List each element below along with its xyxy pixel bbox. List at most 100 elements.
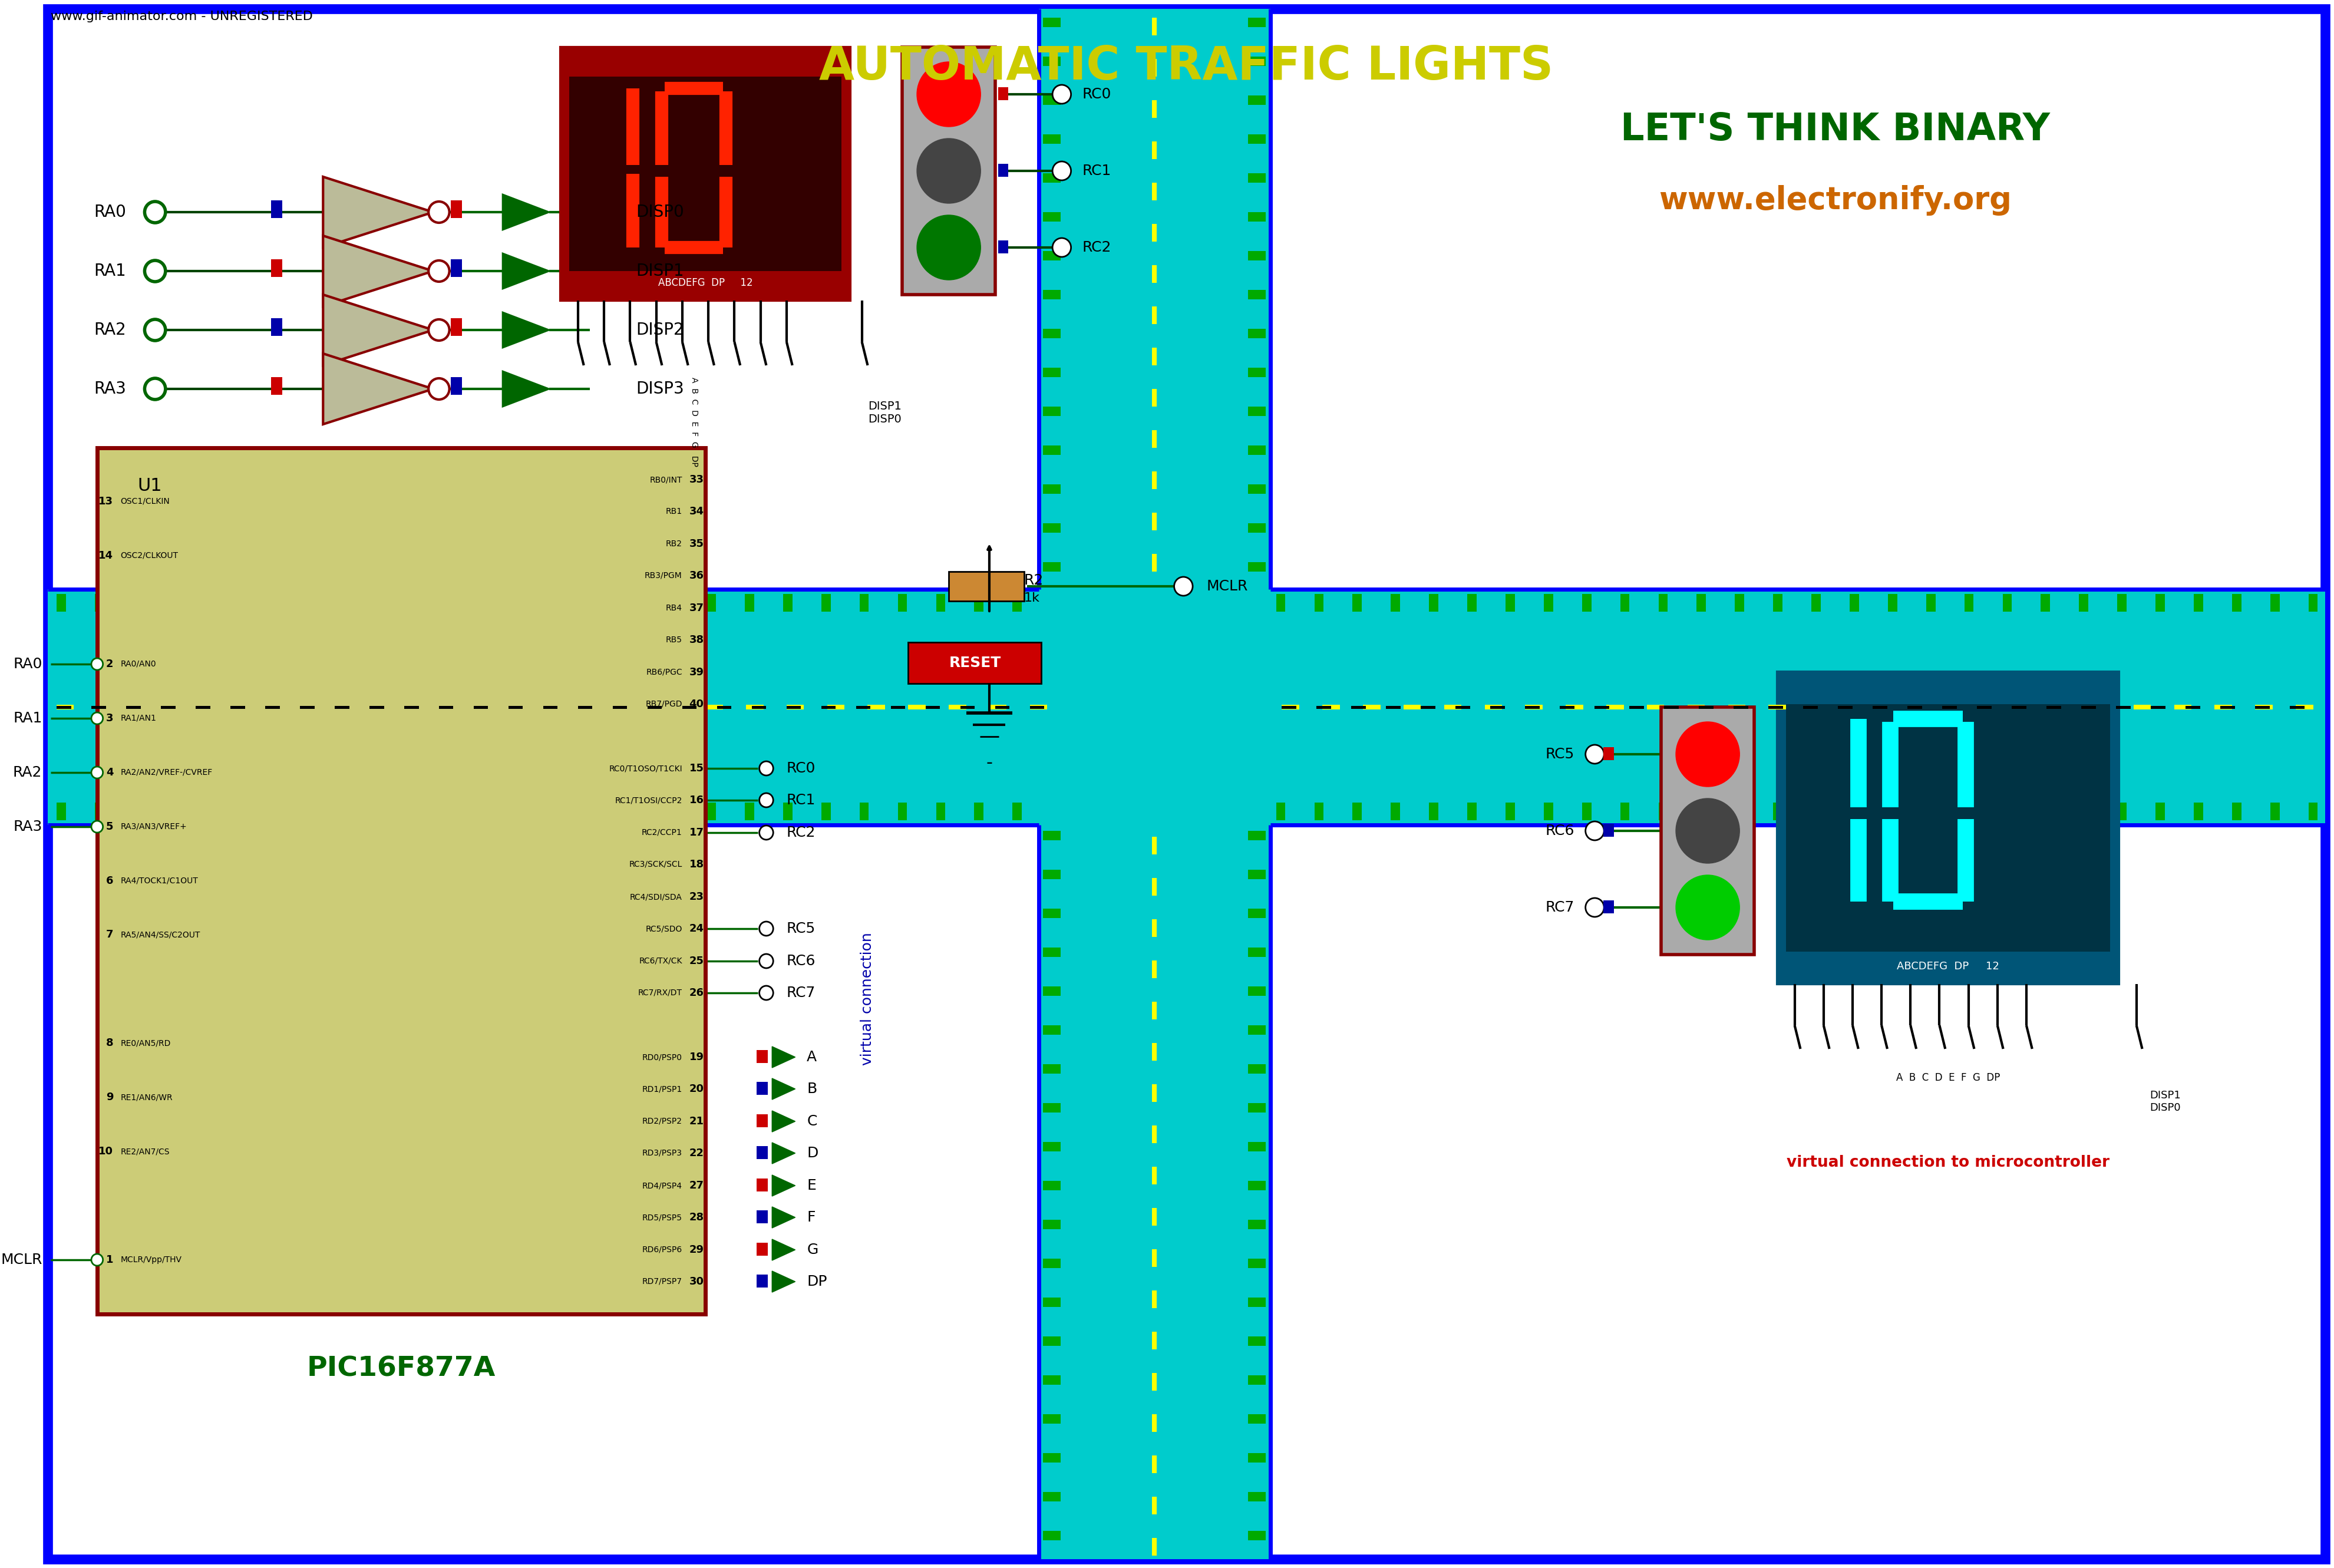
Bar	[1043, 1259, 1060, 1269]
Bar	[1428, 594, 1438, 612]
Text: RA5/AN4/SS/C2OUT: RA5/AN4/SS/C2OUT	[121, 930, 201, 939]
Text: RC7/RX/DT: RC7/RX/DT	[637, 989, 682, 997]
Bar	[299, 706, 315, 709]
Text: RA1/AN1: RA1/AN1	[121, 713, 156, 723]
Text: 24: 24	[689, 924, 705, 935]
Bar	[56, 803, 65, 820]
Bar	[1043, 135, 1060, 144]
Bar	[1888, 803, 1898, 820]
Bar	[1153, 224, 1158, 241]
Bar	[899, 594, 908, 612]
Bar	[1468, 803, 1477, 820]
Bar	[1043, 96, 1060, 105]
Bar	[784, 803, 791, 820]
Circle shape	[1053, 85, 1071, 103]
Bar	[1249, 1142, 1265, 1151]
Text: A  B  C  D  E  F  G  DP: A B C D E F G DP	[1895, 1073, 2000, 1083]
Bar	[1043, 986, 1060, 996]
Bar	[1363, 704, 1379, 709]
Text: RC0/T1OSO/T1CKI: RC0/T1OSO/T1CKI	[609, 764, 682, 773]
Text: MCLR: MCLR	[1207, 579, 1249, 593]
Bar	[1043, 1454, 1060, 1463]
Bar	[1786, 704, 2110, 952]
Bar	[324, 594, 334, 612]
Bar	[999, 163, 1008, 177]
Bar	[1849, 704, 1867, 709]
Bar	[544, 706, 558, 709]
Bar	[2040, 803, 2049, 820]
Bar	[1249, 56, 1265, 66]
Bar	[502, 704, 520, 709]
Text: RC0: RC0	[1083, 88, 1111, 102]
Bar	[1249, 1530, 1265, 1540]
Bar	[756, 1275, 768, 1287]
Bar	[133, 803, 142, 820]
Bar	[1697, 594, 1706, 612]
Text: 23: 23	[689, 892, 705, 902]
Bar	[1153, 306, 1158, 325]
Bar	[1249, 406, 1265, 416]
Bar	[1249, 1220, 1265, 1229]
Bar	[1249, 870, 1265, 880]
Bar	[868, 704, 885, 709]
Bar	[705, 704, 724, 709]
Text: DISP0: DISP0	[635, 204, 684, 221]
Bar	[1249, 367, 1265, 378]
Bar	[439, 706, 453, 709]
Bar	[1043, 1414, 1060, 1424]
Bar	[544, 704, 560, 709]
Text: ABCDEFG  DP     12: ABCDEFG DP 12	[1898, 961, 2000, 972]
Bar	[287, 594, 296, 612]
Bar	[1872, 706, 1888, 709]
Circle shape	[1585, 898, 1603, 917]
Text: 22: 22	[689, 1148, 705, 1159]
Text: RC5: RC5	[787, 922, 815, 936]
Bar	[787, 704, 803, 709]
Bar	[1351, 706, 1365, 709]
Bar	[1491, 706, 1505, 709]
Bar	[973, 803, 983, 820]
Bar	[579, 706, 593, 709]
Bar	[219, 704, 236, 709]
Text: RD7/PSP7: RD7/PSP7	[642, 1278, 682, 1286]
Bar	[1249, 1065, 1265, 1074]
Bar	[271, 318, 282, 336]
Text: 16: 16	[689, 795, 705, 806]
Bar	[2003, 594, 2012, 612]
Bar	[401, 803, 411, 820]
Bar	[553, 803, 562, 820]
Bar	[630, 594, 640, 612]
Text: MCLR: MCLR	[0, 1253, 42, 1267]
Bar	[593, 803, 602, 820]
Text: -: -	[985, 754, 992, 771]
Bar	[747, 704, 763, 709]
Bar	[1043, 1375, 1060, 1385]
Text: D: D	[808, 1146, 819, 1160]
Bar	[1043, 831, 1060, 840]
Bar	[1620, 594, 1629, 612]
Bar	[1926, 803, 1935, 820]
Bar	[1153, 348, 1158, 365]
Circle shape	[91, 820, 103, 833]
Text: RE0/AN5/RD: RE0/AN5/RD	[121, 1040, 170, 1047]
Bar	[1907, 706, 1923, 709]
Text: RA2/AN2/VREF-/CVREF: RA2/AN2/VREF-/CVREF	[121, 768, 212, 776]
Text: A: A	[808, 1051, 817, 1065]
Bar	[1043, 1181, 1060, 1190]
Text: DISP3: DISP3	[635, 381, 684, 397]
Bar	[1620, 803, 1629, 820]
Bar	[745, 594, 754, 612]
Bar	[2080, 803, 2089, 820]
Bar	[1277, 803, 1286, 820]
Bar	[1505, 594, 1515, 612]
Bar	[170, 803, 180, 820]
Bar	[1043, 1142, 1060, 1151]
Bar	[990, 704, 1006, 709]
Bar	[177, 704, 196, 709]
Bar	[892, 706, 906, 709]
Bar	[1942, 706, 1956, 709]
Text: 10: 10	[98, 1146, 114, 1157]
Bar	[96, 594, 105, 612]
Bar	[1281, 706, 1295, 709]
Bar	[362, 803, 371, 820]
